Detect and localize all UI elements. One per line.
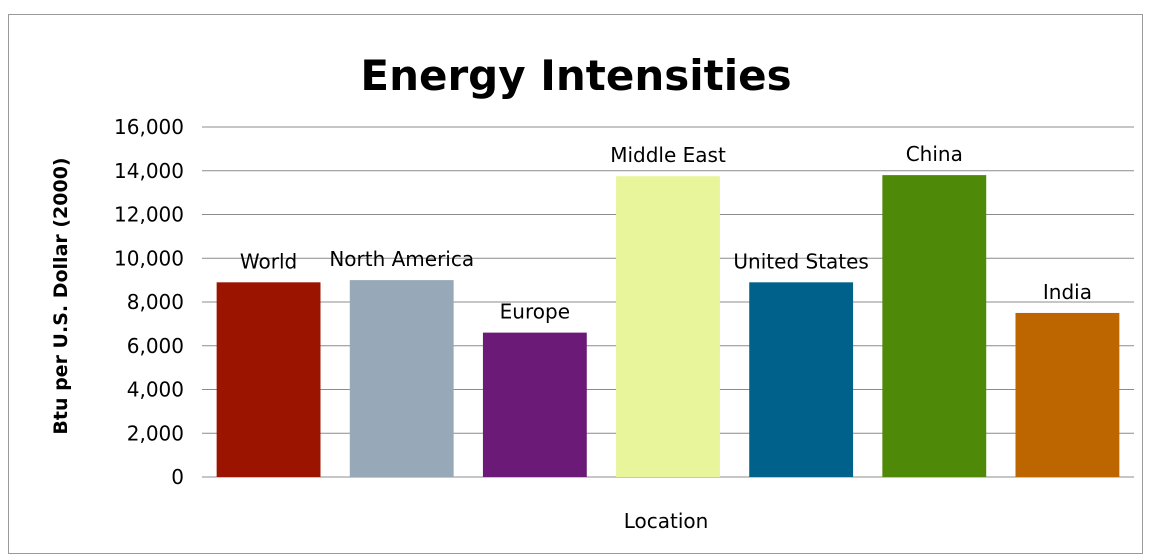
bar-india: [1015, 312, 1120, 477]
category-label: Middle East: [610, 143, 726, 167]
data-labels: World North America Europe Middle East Unite…: [240, 142, 1092, 324]
y-tick-label: 6,000: [127, 334, 184, 358]
bar-europe: [482, 332, 587, 477]
category-label: India: [1043, 280, 1092, 304]
x-axis-title: Location: [624, 509, 709, 533]
category-label: United States: [733, 249, 868, 273]
y-tick-label: 4,000: [127, 378, 184, 402]
y-tick-label: 12,000: [114, 203, 184, 227]
bar-north-america: [349, 280, 454, 477]
y-tick-label: 8,000: [127, 290, 184, 314]
bar-united-states: [749, 282, 854, 477]
category-label: World: [240, 249, 297, 273]
bars: [216, 175, 1120, 477]
bar-middle-east: [616, 176, 720, 477]
bar-chart: Energy Intensities 0 2,000 4,000 6,000 8,000…: [50, 51, 1134, 533]
y-axis-ticks: 0 2,000 4,000 6,000 8,000 10,000 12,000 14,000 1…: [114, 115, 184, 489]
y-tick-label: 10,000: [114, 246, 184, 270]
bar-china: [882, 175, 987, 477]
y-tick-label: 14,000: [114, 159, 184, 183]
category-label: North America: [329, 247, 474, 271]
category-label: China: [906, 142, 963, 166]
y-tick-label: 16,000: [114, 115, 184, 139]
chart-title: Energy Intensities: [360, 51, 791, 100]
bar-world: [216, 282, 321, 477]
category-label: Europe: [500, 300, 570, 324]
chart-frame: Energy Intensities 0 2,000 4,000 6,000 8,000…: [8, 14, 1143, 554]
y-tick-label: 2,000: [127, 421, 184, 445]
y-tick-label: 0: [171, 465, 184, 489]
y-axis-title: Btu per U.S. Dollar (2000): [50, 157, 72, 434]
